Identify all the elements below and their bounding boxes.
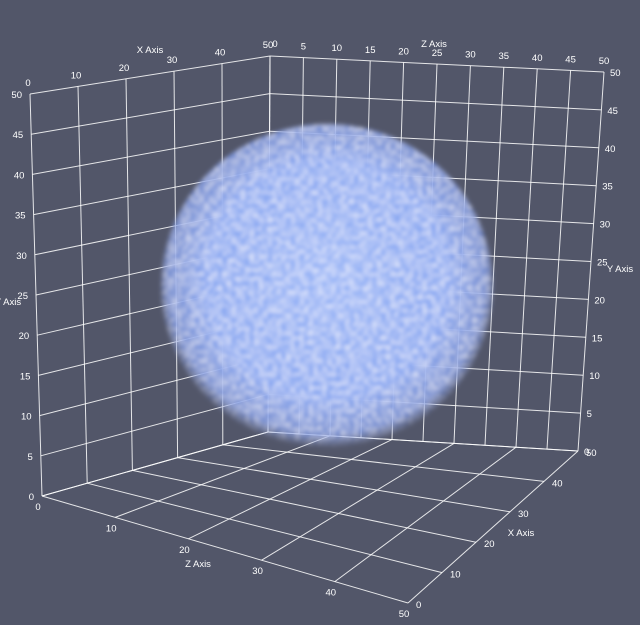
left-wall-grid-line xyxy=(32,130,270,175)
left-wall-grid-line xyxy=(29,93,43,497)
top-x-tick-label: 30 xyxy=(167,55,178,66)
right-y-tick-label: 30 xyxy=(600,220,611,231)
bottom-z-tick-label: 50 xyxy=(399,609,410,620)
left-wall-grid-line xyxy=(41,431,269,497)
left-wall-grid-line xyxy=(125,78,133,471)
right-y-tick-label: 5 xyxy=(587,409,592,420)
top-z-tick-label: 30 xyxy=(465,50,476,61)
left-y-tick-label: 30 xyxy=(16,251,27,262)
bottom-z-tick-label: 20 xyxy=(179,545,190,556)
left-y-tick-label: 40 xyxy=(14,170,25,181)
bottom-z-axis-title: Z Axis xyxy=(185,559,211,570)
left-y-tick-label: 5 xyxy=(28,452,33,463)
left-y-tick-label: 15 xyxy=(20,371,31,382)
right-y-tick-label: 35 xyxy=(602,182,613,193)
left-y-tick-label: 10 xyxy=(21,412,32,423)
sphere-volume xyxy=(161,124,493,448)
back-wall-grid-line xyxy=(515,68,538,448)
bottom-x-tick-label: 50 xyxy=(586,448,597,459)
right-y-tick-label: 20 xyxy=(594,295,605,306)
top-x-tick-label: 20 xyxy=(119,63,130,74)
top-z-tick-label: 15 xyxy=(365,45,376,56)
top-corner-z-label: 0 xyxy=(272,39,277,50)
top-z-tick-label: 20 xyxy=(398,46,409,57)
left-y-tick-label: 45 xyxy=(13,130,24,141)
bottom-z-tick-label: 30 xyxy=(252,566,263,577)
left-y-tick-label: 35 xyxy=(15,211,26,222)
bottom-z-tick-label: 40 xyxy=(326,588,337,599)
top-x-tick-label: 10 xyxy=(71,70,82,81)
floor-grid-line xyxy=(115,435,331,518)
right-y-tick-label: 0 xyxy=(584,447,589,458)
top-z-tick-label: 25 xyxy=(432,48,443,59)
top-x-tick-label: 0 xyxy=(25,78,30,89)
top-z-tick-label: 35 xyxy=(499,51,510,62)
top-x-tick-label: 40 xyxy=(215,48,226,59)
top-z-tick-label: 5 xyxy=(301,42,306,53)
floor-grid-line xyxy=(222,444,545,482)
floor-grid-line xyxy=(407,450,579,604)
left-wall-grid-line xyxy=(31,93,270,135)
left-y-axis-title: Y Axis xyxy=(0,297,21,308)
bottom-x-tick-label: 0 xyxy=(416,600,421,611)
top-z-axis-title: Z Axis xyxy=(421,39,447,50)
floor-grid-line xyxy=(41,495,409,604)
bottom-x-axis-title: X Axis xyxy=(508,528,535,539)
top-z-tick-label: 45 xyxy=(565,54,576,65)
top-x-axis-title: X Axis xyxy=(137,45,164,56)
left-y-tick-label: 50 xyxy=(11,90,22,101)
floor-grid-line xyxy=(177,457,511,513)
bottom-x-tick-label: 20 xyxy=(484,539,495,550)
right-y-tick-label: 15 xyxy=(592,333,603,344)
right-y-tick-label: 10 xyxy=(589,371,600,382)
back-wall-grid-line xyxy=(269,93,602,111)
right-y-tick-label: 50 xyxy=(610,68,621,79)
bottom-z-tick-label: 10 xyxy=(106,523,117,534)
left-wall-grid-line xyxy=(29,55,271,95)
floor-grid-line xyxy=(261,442,455,561)
left-wall-grid-line xyxy=(77,86,88,484)
bottom-x-tick-label: 40 xyxy=(552,478,563,489)
right-y-tick-label: 25 xyxy=(597,258,608,269)
back-wall-grid-line xyxy=(577,71,605,452)
back-wall-grid-line xyxy=(269,55,605,73)
top-x-tick-label: 50 xyxy=(263,40,274,51)
floor-grid-line xyxy=(87,482,443,574)
left-y-tick-label: 20 xyxy=(19,331,30,342)
back-wall-grid-line xyxy=(546,70,572,450)
top-z-tick-label: 10 xyxy=(332,43,343,54)
back-wall-grid-line xyxy=(484,67,505,446)
right-y-tick-label: 45 xyxy=(607,106,618,117)
bottom-z-tick-label: 0 xyxy=(35,502,40,513)
floor-grid-line xyxy=(132,469,477,543)
floor-grid-line xyxy=(188,439,393,540)
right-y-tick-label: 40 xyxy=(605,144,616,155)
left-y-tick-label: 25 xyxy=(17,291,28,302)
bottom-x-tick-label: 10 xyxy=(450,570,461,581)
right-y-axis-title: Y Axis xyxy=(607,264,633,275)
top-z-tick-label: 50 xyxy=(599,56,610,67)
bottom-x-tick-label: 30 xyxy=(518,509,529,520)
top-z-tick-label: 40 xyxy=(532,53,543,64)
floor-grid-line xyxy=(334,446,517,583)
left-y-tick-label: 0 xyxy=(29,492,34,503)
